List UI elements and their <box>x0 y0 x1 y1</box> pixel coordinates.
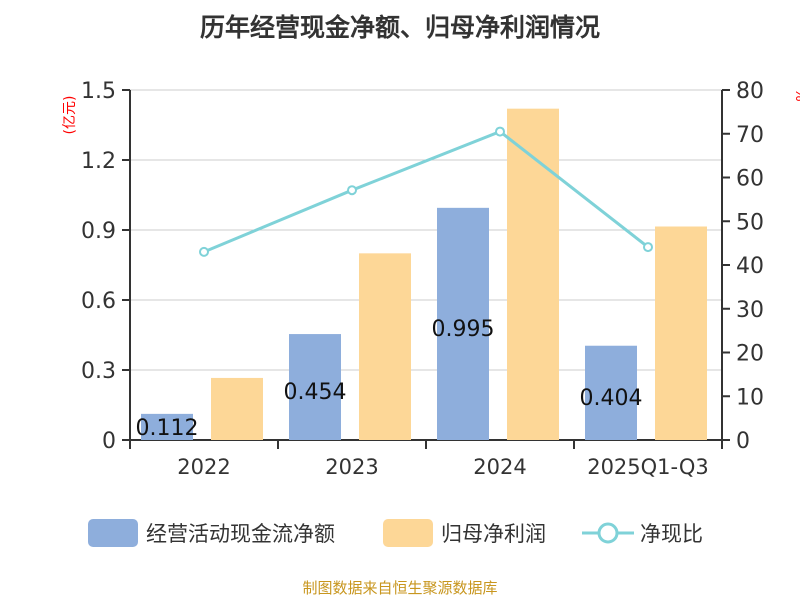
y2-tick-label: 40 <box>736 254 764 279</box>
y-tick-label: 0.6 <box>81 289 116 314</box>
bar-cashflow <box>437 207 489 440</box>
legend-line-icon <box>582 522 634 544</box>
legend-item-cashflow[interactable]: 经营活动现金流净额 <box>88 518 335 548</box>
legend-item-net-profit[interactable]: 归母净利润 <box>383 518 546 548</box>
bar-net-profit <box>211 377 263 440</box>
bar-data-label: 0.404 <box>580 386 643 411</box>
line-point <box>199 246 209 257</box>
bar-cashflow <box>289 334 341 440</box>
source-note: 制图数据来自恒生聚源数据库 <box>302 579 498 597</box>
y-tick-label: 0 <box>102 429 116 454</box>
y-tick-label: 0.9 <box>81 219 116 244</box>
line-point <box>347 185 357 196</box>
x-tick-label: 2024 <box>473 455 526 479</box>
y-tick-label: 1.5 <box>81 79 116 104</box>
y-tick-label: 0.3 <box>81 359 116 384</box>
line-ratio <box>203 129 649 254</box>
legend-label: 归母净利润 <box>441 522 546 546</box>
y2-tick-label: 20 <box>736 342 764 367</box>
bar-net-profit <box>359 253 411 440</box>
y2-tick-label: 70 <box>736 123 764 148</box>
x-tick-label: 2022 <box>177 455 230 479</box>
y2-tick-label: 30 <box>736 298 764 323</box>
bar-net-profit <box>655 226 707 440</box>
legend-item-ratio[interactable]: 净现比 <box>582 518 703 548</box>
legend-label: 净现比 <box>640 522 703 546</box>
y-tick-label: 1.2 <box>81 149 116 174</box>
bar-data-label: 0.995 <box>432 317 495 342</box>
legend-swatch <box>88 519 138 547</box>
bar-data-label: 0.454 <box>284 380 347 405</box>
line-point <box>495 126 505 137</box>
y-axis-label: (亿元) <box>62 96 78 135</box>
bar-cashflow <box>141 413 193 440</box>
line-point <box>643 242 653 253</box>
y2-tick-label: 80 <box>736 79 764 104</box>
legend-label: 经营活动现金流净额 <box>146 522 335 546</box>
y2-tick-label: 50 <box>736 210 764 235</box>
y2-axis-label: % <box>792 88 800 101</box>
x-tick-label: 2025Q1-Q3 <box>587 455 709 479</box>
legend-swatch <box>383 519 433 547</box>
bar-data-label: 0.112 <box>136 416 199 441</box>
y2-tick-label: 60 <box>736 167 764 192</box>
bar-net-profit <box>507 108 559 441</box>
y2-tick-label: 10 <box>736 385 764 410</box>
bar-cashflow <box>585 345 637 440</box>
chart-title: 历年经营现金净额、归母净利润情况 <box>199 13 600 42</box>
y2-tick-label: 0 <box>736 429 750 454</box>
x-tick-label: 2023 <box>325 455 378 479</box>
